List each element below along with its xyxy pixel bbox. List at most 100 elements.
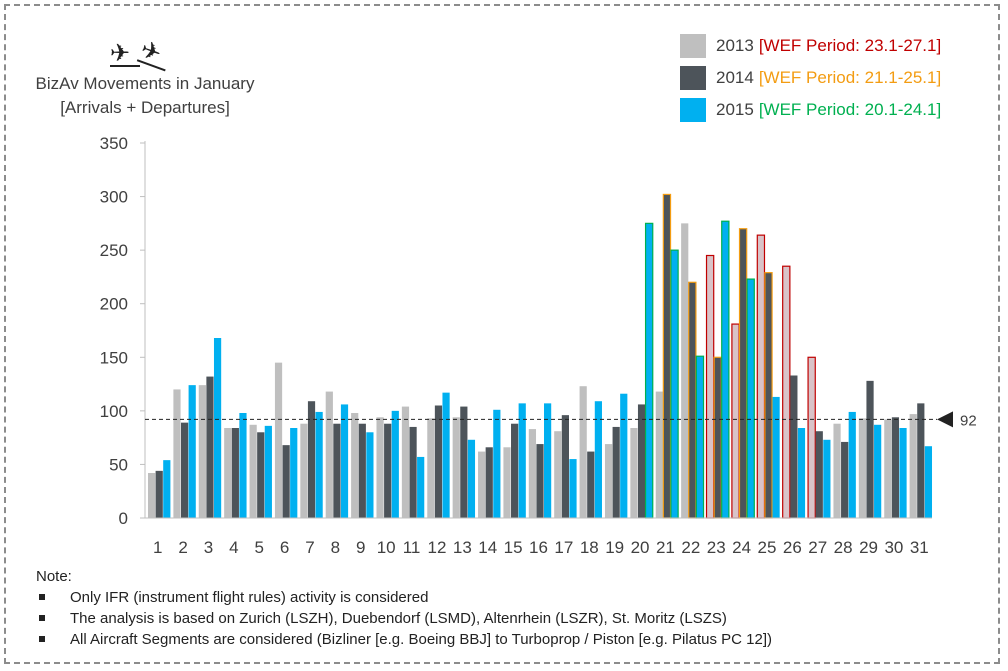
bar-2014-day-11 — [409, 426, 417, 518]
chart-title-line1: BizAv Movements in January — [35, 74, 255, 93]
bar-2014-day-25 — [764, 272, 773, 519]
bar-2015-day-2 — [188, 385, 196, 518]
bar-2015-day-27 — [823, 439, 831, 518]
bar-2013-day-22 — [681, 223, 689, 518]
bar-2013-day-26 — [782, 265, 791, 519]
bar-2014-day-6 — [282, 445, 290, 518]
legend-year: 2014 — [716, 68, 754, 87]
legend-swatch-2013 — [680, 34, 706, 58]
bar-2015-day-24 — [746, 278, 755, 519]
bar-2013-day-18 — [579, 386, 587, 518]
notes-heading: Note: — [36, 568, 72, 585]
x-tick-label: 2 — [178, 538, 187, 557]
bar-2014-day-14 — [485, 447, 493, 518]
bar-2015-day-9 — [366, 432, 374, 518]
bar-2015-day-23 — [721, 220, 730, 519]
dashed-frame — [4, 4, 1000, 664]
bar-2014-day-28 — [841, 441, 849, 518]
bar-2014-day-22 — [688, 281, 697, 519]
legend-period: [WEF Period: 20.1-24.1] — [758, 100, 942, 119]
bar-2013-day-19 — [604, 444, 613, 518]
bar-2014-day-31 — [917, 403, 925, 518]
bar-2013-day-23 — [705, 254, 715, 519]
y-tick-label: 250 — [100, 241, 128, 260]
bar-2014-day-10 — [384, 423, 392, 518]
bar-2015-day-29 — [874, 424, 882, 518]
bar-2014-day-12 — [434, 405, 443, 518]
bar-2014-day-29 — [866, 380, 874, 518]
bar-2015-day-6 — [290, 428, 298, 518]
x-tick-label: 31 — [910, 538, 929, 557]
x-tick-label: 28 — [834, 538, 853, 557]
x-tick-label: 7 — [305, 538, 314, 557]
bar-2015-day-15 — [518, 403, 526, 518]
x-tick-label: 20 — [631, 538, 650, 557]
bar-2013-day-6 — [274, 362, 283, 518]
bar-2014-day-15 — [511, 423, 519, 518]
bar-2015-day-26 — [797, 428, 806, 518]
bar-2015-day-25 — [772, 396, 780, 518]
bar-2015-day-8 — [340, 404, 349, 518]
note-item: The analysis is based on Zurich (LSZH), … — [36, 608, 772, 629]
bar-2013-day-21 — [655, 391, 663, 518]
bar-2014-day-1 — [155, 470, 163, 518]
bar-2015-day-12 — [442, 392, 450, 518]
bar-2013-day-12 — [427, 418, 435, 518]
bar-2013-day-29 — [858, 418, 867, 518]
bar-2015-day-19 — [620, 393, 628, 518]
bar-2015-day-14 — [493, 409, 501, 518]
bar-2013-day-1 — [148, 473, 156, 518]
x-tick-label: 16 — [529, 538, 548, 557]
x-tick-label: 8 — [331, 538, 340, 557]
bar-2014-day-19 — [612, 426, 620, 518]
bar-2014-day-27 — [815, 431, 823, 518]
x-tick-label: 27 — [808, 538, 827, 557]
bar-2014-day-4 — [231, 428, 239, 518]
x-tick-label: 15 — [504, 538, 523, 557]
chart-title-line2: [Arrivals + Departures] — [60, 98, 230, 117]
reference-marker-icon — [937, 411, 953, 428]
bar-2013-day-11 — [401, 406, 410, 518]
bar-2013-day-16 — [528, 429, 537, 518]
x-tick-label: 3 — [204, 538, 213, 557]
legend-year: 2015 — [716, 100, 754, 119]
bar-2013-day-28 — [833, 423, 841, 518]
bar-2014-day-17 — [561, 415, 569, 518]
legend-year: 2013 — [716, 36, 754, 55]
y-tick-label: 100 — [100, 402, 128, 421]
y-tick-label: 200 — [100, 295, 128, 314]
bar-2015-day-3 — [213, 338, 222, 518]
x-tick-label: 22 — [681, 538, 700, 557]
legend: 2013 [WEF Period: 23.1-27.1] 2014 [WEF P… — [680, 30, 941, 126]
bar-2015-day-17 — [569, 459, 577, 518]
x-tick-label: 18 — [580, 538, 599, 557]
bar-2014-day-24 — [738, 228, 748, 519]
bar-2014-day-5 — [257, 432, 265, 518]
bar-2015-day-4 — [239, 413, 247, 518]
bar-2013-day-27 — [807, 356, 816, 519]
bar-2014-day-23 — [713, 356, 722, 519]
bar-2014-day-9 — [358, 423, 366, 518]
bar-2014-day-30 — [891, 417, 900, 518]
reference-label: 92 — [960, 412, 977, 429]
legend-swatch-2014 — [680, 66, 706, 90]
x-tick-label: 21 — [656, 538, 675, 557]
bar-2013-day-5 — [249, 424, 257, 518]
bar-2015-day-31 — [924, 446, 933, 518]
bar-2013-day-4 — [224, 428, 232, 518]
y-tick-label: 50 — [109, 455, 128, 474]
bar-2013-day-14 — [478, 451, 486, 518]
x-tick-label: 10 — [377, 538, 396, 557]
airplane-departure-icon: ✈ — [110, 40, 141, 67]
x-tick-label: 6 — [280, 538, 289, 557]
legend-item-2013: 2013 [WEF Period: 23.1-27.1] — [680, 30, 941, 62]
x-tick-label: 14 — [478, 538, 497, 557]
y-tick-label: 0 — [119, 509, 128, 528]
x-tick-label: 17 — [554, 538, 573, 557]
bar-2013-day-8 — [325, 391, 333, 518]
x-tick-label: 23 — [707, 538, 726, 557]
bar-2015-day-11 — [417, 456, 425, 518]
bar-2014-day-2 — [180, 422, 189, 518]
y-tick-label: 350 — [100, 134, 128, 153]
bar-2015-day-16 — [544, 403, 552, 518]
